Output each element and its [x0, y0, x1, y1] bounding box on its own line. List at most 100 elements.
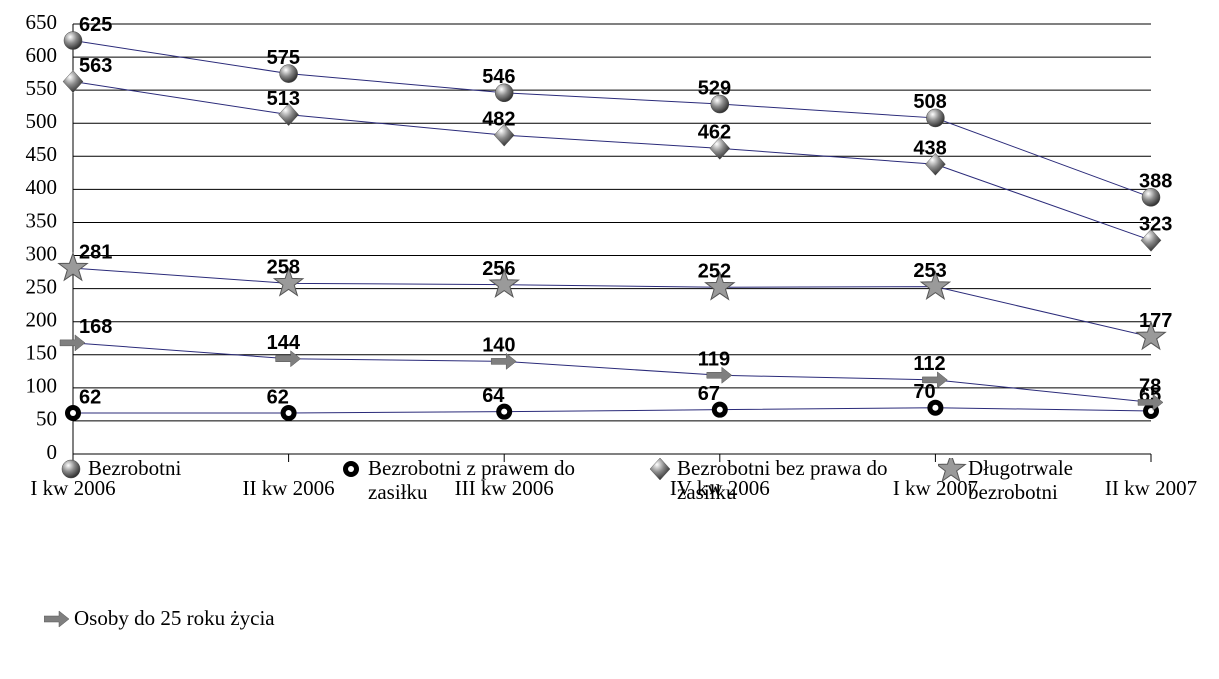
- marker: [279, 64, 298, 83]
- marker-shape: [59, 334, 86, 352]
- marker: [343, 461, 359, 477]
- data-label: 140: [482, 335, 515, 357]
- data-label: 144: [267, 332, 301, 354]
- data-label: 119: [698, 349, 730, 371]
- y-tick-label: 650: [26, 10, 58, 34]
- data-label: 482: [482, 108, 515, 130]
- marker: [59, 334, 86, 352]
- data-label: 508: [913, 91, 946, 113]
- data-label: 67: [698, 383, 720, 405]
- data-label: 62: [267, 386, 289, 408]
- data-label: 563: [79, 55, 112, 77]
- marker-shape: [70, 409, 76, 416]
- y-tick-label: 550: [26, 76, 58, 100]
- marker-shape: [1140, 228, 1162, 252]
- marker-shape: [919, 270, 952, 300]
- data-label: 112: [913, 353, 945, 375]
- marker-shape: [62, 70, 84, 93]
- marker-shape: [501, 408, 508, 415]
- x-tick-label: III kw 2006: [455, 476, 554, 500]
- marker: [488, 268, 520, 298]
- marker: [710, 94, 730, 114]
- y-tick-label: 500: [26, 109, 58, 133]
- marker-shape: [44, 610, 70, 628]
- marker: [57, 251, 89, 282]
- marker: [493, 123, 515, 147]
- marker: [926, 108, 945, 128]
- x-tick-label: I kw 2007: [893, 476, 978, 500]
- legend-label: Bezrobotni: [88, 456, 182, 480]
- legend-icon: [649, 458, 671, 481]
- marker: [496, 403, 513, 420]
- data-label: 281: [79, 241, 112, 263]
- data-label: 388: [1139, 171, 1172, 193]
- marker-shape: [925, 152, 946, 176]
- y-tick-label: 450: [26, 142, 58, 166]
- legend-entry: Bezrobotni z prawem do zasiłku: [343, 456, 628, 504]
- legend-label: Długotrwale bezrobotni: [968, 456, 1073, 504]
- legend-entry: Bezrobotni bez prawa do zasiłku: [649, 456, 937, 504]
- marker: [44, 610, 70, 628]
- marker: [649, 458, 671, 481]
- marker: [706, 366, 733, 384]
- marker-shape: [63, 31, 83, 50]
- legend-entry: Bezrobotni: [61, 456, 288, 480]
- marker-shape: [1137, 393, 1164, 411]
- marker-shape: [938, 458, 967, 482]
- legend-icon: [44, 610, 70, 628]
- data-label: 546: [482, 66, 515, 88]
- marker: [61, 459, 81, 479]
- marker: [922, 371, 948, 389]
- data-label: 64: [482, 385, 505, 407]
- data-label: 253: [913, 260, 946, 282]
- marker: [709, 136, 731, 160]
- marker-shape: [348, 466, 354, 472]
- y-tick-label: 100: [26, 374, 58, 398]
- series-line: [72, 40, 1152, 198]
- marker: [272, 266, 305, 297]
- y-tick-label: 600: [26, 43, 58, 67]
- marker: [925, 152, 946, 176]
- data-label: 575: [267, 47, 300, 69]
- y-tick-label: 50: [36, 407, 57, 431]
- marker: [938, 458, 967, 482]
- y-tick-label: 150: [26, 341, 58, 365]
- marker-shape: [490, 352, 517, 370]
- marker-shape: [716, 406, 723, 413]
- legend-label: Bezrobotni z prawem do zasiłku: [368, 456, 576, 504]
- marker-shape: [272, 266, 305, 297]
- marker-shape: [279, 64, 298, 83]
- marker: [1141, 188, 1161, 207]
- marker-shape: [57, 251, 89, 282]
- x-tick-label: I kw 2006: [30, 476, 115, 500]
- x-tick-label: II kw 2006: [243, 476, 335, 500]
- data-label: 62: [79, 386, 101, 408]
- y-tick-label: 250: [26, 274, 58, 298]
- y-tick-label: 200: [26, 308, 58, 332]
- marker: [711, 401, 728, 418]
- marker-shape: [709, 136, 731, 160]
- marker-shape: [275, 350, 302, 368]
- legend-icon: [343, 461, 359, 477]
- data-label: 529: [698, 77, 731, 99]
- marker-shape: [926, 108, 945, 128]
- marker-shape: [1135, 320, 1167, 351]
- marker: [1140, 228, 1162, 252]
- data-label: 462: [698, 122, 731, 144]
- x-tick-label: IV kw 2006: [670, 476, 770, 500]
- series-line: [72, 267, 1152, 338]
- data-label: 168: [79, 316, 112, 338]
- legend-label: Osoby do 25 roku życia: [74, 606, 275, 630]
- x-tick-label: II kw 2007: [1105, 476, 1197, 500]
- legend-entry: Osoby do 25 roku życia: [44, 606, 294, 630]
- marker: [62, 70, 84, 93]
- data-label: 256: [482, 258, 515, 280]
- data-label: 625: [79, 14, 112, 36]
- marker: [278, 103, 299, 127]
- marker: [919, 270, 952, 300]
- marker: [704, 270, 736, 301]
- marker: [63, 31, 83, 50]
- legend-icon: [61, 459, 81, 479]
